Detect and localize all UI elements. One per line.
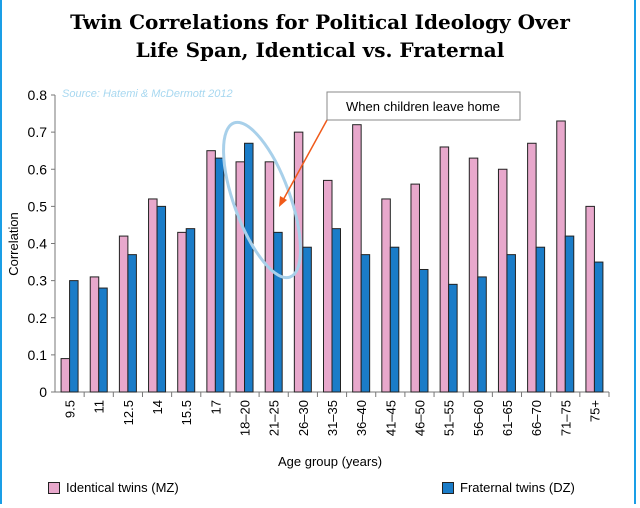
bar-dz — [506, 254, 516, 393]
bar-dz — [593, 261, 604, 393]
y-axis-label: Correlation — [6, 212, 21, 276]
bar-dz — [477, 276, 487, 393]
arrow-head-icon — [279, 196, 287, 207]
y-tick-label: 0.6 — [28, 161, 48, 177]
x-axis-label: Age group (years) — [278, 454, 382, 469]
x-tick-label: 26–30 — [296, 400, 311, 436]
x-tick-label: 56–60 — [471, 400, 486, 436]
legend-label-dz: Fraternal twins (DZ) — [460, 480, 575, 495]
legend-item-dz: Fraternal twins (DZ) — [442, 480, 575, 495]
x-tick-label: 14 — [150, 400, 165, 414]
bar-dz — [244, 142, 254, 393]
bar-mz — [89, 276, 100, 393]
bar-mz — [352, 124, 362, 393]
bar-mz — [527, 142, 537, 393]
x-tick-label: 17 — [208, 400, 223, 414]
y-tick-label: 0.5 — [28, 198, 48, 214]
bar-dz — [127, 254, 137, 393]
bar-dz — [535, 246, 546, 393]
x-tick-label: 9.5 — [63, 400, 78, 418]
bar-mz — [410, 183, 420, 393]
bar-dz — [69, 280, 79, 393]
y-tick-label: 0.8 — [28, 87, 48, 103]
bar-mz — [497, 168, 508, 393]
y-tick-label: 0.2 — [28, 310, 48, 326]
bar-dz — [302, 246, 312, 393]
y-tick-label: 0.3 — [28, 273, 48, 289]
bar-mz — [148, 198, 158, 393]
x-tick-label: 15.5 — [179, 400, 194, 425]
source-note: Source: Hatemi & McDermott 2012 — [62, 88, 233, 100]
x-tick-label: 75+ — [587, 400, 602, 422]
bar-dz — [273, 231, 283, 393]
bar-mz — [264, 161, 275, 393]
legend-label-mz: Identical twins (MZ) — [66, 480, 179, 495]
bar-mz — [118, 235, 129, 393]
title-line-1: Twin Correlations for Political Ideology… — [70, 10, 570, 34]
bar-dz — [389, 246, 400, 393]
x-tick-label: 46–50 — [412, 400, 427, 436]
bar-mz — [206, 150, 216, 393]
bar-dz — [185, 228, 196, 393]
bar-mz — [60, 358, 71, 393]
bar-mz — [323, 179, 333, 393]
bar-mz — [235, 161, 246, 393]
x-tick-label: 21–25 — [267, 400, 282, 436]
y-tick-label: 0.1 — [28, 347, 48, 363]
x-tick-label: 36–40 — [354, 400, 369, 436]
y-tick-label: 0.4 — [28, 236, 48, 252]
x-tick-label: 51–55 — [442, 400, 457, 436]
bar-dz — [418, 268, 429, 393]
bar-dz — [214, 157, 225, 393]
x-tick-label: 12.5 — [121, 400, 136, 425]
chart-title: Twin Correlations for Political Ideology… — [0, 8, 640, 64]
x-tick-label: 11 — [92, 400, 107, 414]
bar-dz — [98, 287, 108, 393]
bar-dz — [448, 283, 458, 393]
legend-swatch-mz — [48, 481, 60, 494]
y-tick-label: 0 — [39, 384, 47, 400]
bar-dz — [331, 228, 341, 393]
legend-swatch-dz — [442, 481, 454, 494]
x-tick-label: 18–20 — [238, 400, 253, 436]
bar-mz — [381, 198, 391, 393]
bar-dz — [360, 254, 371, 393]
y-tick-label: 0.7 — [28, 124, 48, 140]
bar-mz — [468, 157, 479, 393]
title-line-2: Life Span, Identical vs. Fraternal — [135, 38, 505, 62]
x-tick-label: 61–65 — [500, 400, 515, 436]
bar-mz — [585, 205, 595, 393]
bar-dz — [156, 205, 167, 393]
bar-mz — [177, 231, 187, 393]
annotation-text: When children leave home — [346, 99, 500, 114]
bar-mz — [439, 146, 450, 393]
bar-mz — [556, 120, 566, 393]
annotation-arrow — [281, 119, 328, 203]
x-tick-label: 31–35 — [325, 400, 340, 436]
x-tick-label: 66–70 — [529, 400, 544, 436]
annotation-box — [326, 91, 521, 121]
legend-item-mz: Identical twins (MZ) — [48, 480, 179, 495]
bar-dz — [564, 235, 575, 393]
x-tick-label: 71–75 — [558, 400, 573, 436]
x-tick-label: 41–45 — [383, 400, 398, 436]
